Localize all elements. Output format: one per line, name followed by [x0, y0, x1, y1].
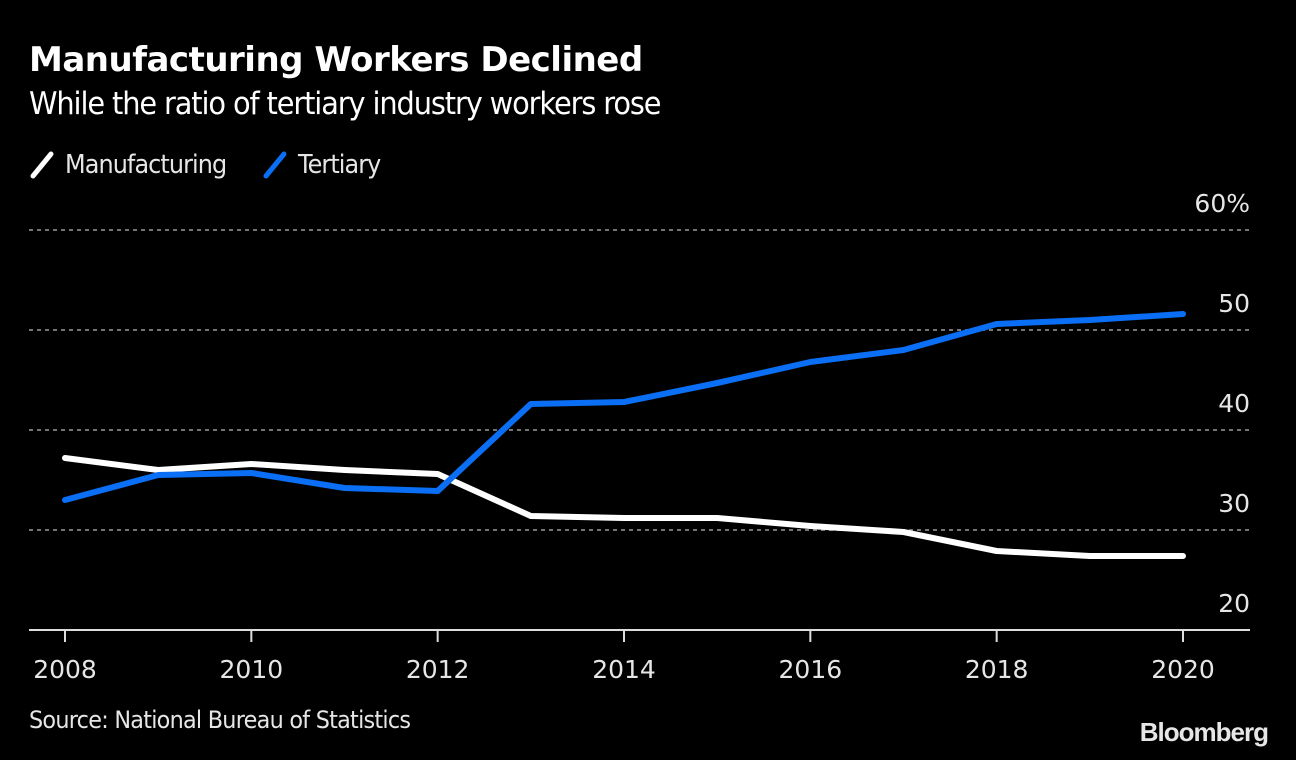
source-note: Source: National Bureau of Statistics	[29, 706, 411, 734]
series-line-tertiary	[62, 311, 1186, 503]
y-tick-label-60: 60%	[1194, 189, 1250, 218]
y-tick-label-20: 20	[1218, 589, 1250, 618]
y-tick-label-40: 40	[1218, 389, 1250, 418]
y-tick-label-30: 30	[1218, 489, 1250, 518]
y-tick-label-50: 50	[1218, 289, 1250, 318]
bloomberg-logo: Bloomberg	[1139, 717, 1269, 747]
legend-label-manufacturing: Manufacturing	[65, 150, 227, 180]
series-lines	[62, 311, 1186, 559]
legend: Manufacturing Tertiary	[29, 150, 410, 180]
x-tick-label-2012: 2012	[406, 655, 470, 684]
series-line-manufacturing	[62, 455, 1186, 559]
gridlines	[29, 229, 1250, 531]
x-tick-label-2018: 2018	[965, 655, 1029, 684]
x-tick-label-2016: 2016	[779, 655, 843, 684]
x-tick-label-2008: 2008	[33, 655, 97, 684]
legend-swatch-tertiary-line	[263, 151, 287, 179]
chart-title: Manufacturing Workers Declined	[29, 40, 643, 80]
legend-item-manufacturing: Manufacturing	[29, 150, 240, 180]
legend-swatch-tertiary-icon	[263, 151, 287, 179]
legend-swatch-manufacturing-icon	[30, 151, 54, 179]
y-axis-labels: 20 30 40 50 60%	[1194, 189, 1250, 618]
x-tick-label-2014: 2014	[592, 655, 656, 684]
chart-subtitle: While the ratio of tertiary industry wor…	[29, 86, 662, 122]
legend-swatch-manufacturing-line	[30, 151, 54, 179]
legend-label-tertiary: Tertiary	[298, 150, 381, 180]
legend-item-tertiary: Tertiary	[262, 150, 388, 180]
x-tick-label-2020: 2020	[1151, 655, 1215, 684]
x-tick-label-2010: 2010	[220, 655, 284, 684]
x-axis: 2008 2010 2012 2014 2016 2018 2020	[29, 629, 1250, 684]
